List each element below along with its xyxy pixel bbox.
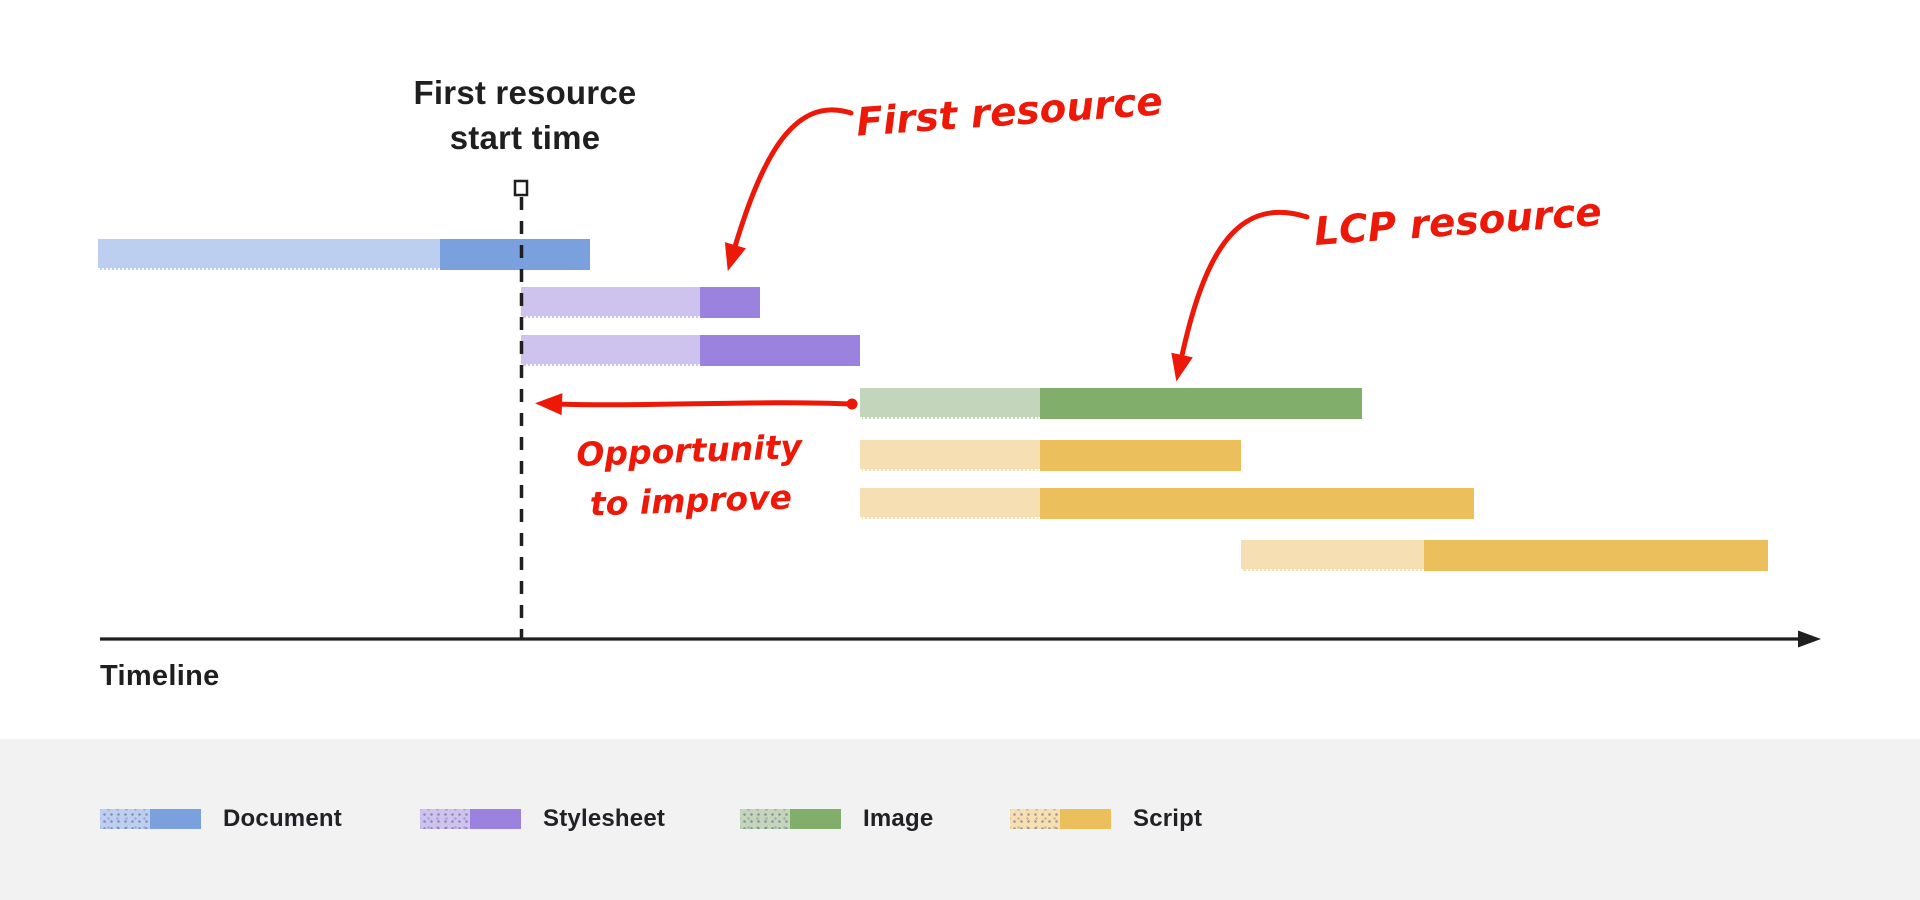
document-swatch-icon <box>100 809 201 829</box>
legend-item-stylesheet: Stylesheet <box>420 800 665 838</box>
image-swatch-dark <box>790 809 841 829</box>
title-line-2: start time <box>449 119 601 156</box>
script-swatch-light <box>1010 809 1060 829</box>
script-swatch-icon <box>1010 809 1111 829</box>
timeline-axis-label: Timeline <box>100 660 220 692</box>
legend-item-image: Image <box>740 800 933 838</box>
legend-item-document: Document <box>100 800 342 838</box>
bar-image-lcp <box>860 388 1362 419</box>
bar-stylesheet <box>521 287 760 318</box>
stylesheet-swatch-light <box>420 809 470 829</box>
opportunity-line-1: Opportunity <box>575 427 803 474</box>
bar-segment-wait <box>860 440 1040 471</box>
bar-segment-wait <box>98 239 440 270</box>
legend-label-script: Script <box>1133 805 1203 832</box>
bar-segment-wait <box>860 488 1040 519</box>
bar-script <box>860 488 1474 519</box>
script-swatch-dark <box>1060 809 1111 829</box>
bar-segment-download <box>700 335 860 366</box>
bar-segment-wait <box>521 287 700 318</box>
title-line-1: First resource <box>413 74 637 111</box>
legend-item-script: Script <box>1010 800 1202 838</box>
bar-segment-download <box>1040 488 1474 519</box>
opportunity-annotation: Opportunity to improve <box>556 421 823 530</box>
document-swatch-light <box>100 809 150 829</box>
bar-segment-download <box>1424 540 1768 571</box>
bar-segment-wait <box>860 388 1040 419</box>
legend-label-document: Document <box>223 805 342 832</box>
legend-label-stylesheet: Stylesheet <box>543 805 666 832</box>
bar-stylesheet <box>521 335 860 366</box>
opportunity-line-2: to improve <box>589 477 793 524</box>
bar-segment-download <box>440 239 590 270</box>
document-swatch-dark <box>150 809 201 829</box>
bar-segment-wait <box>1241 540 1424 571</box>
image-swatch-light <box>740 809 790 829</box>
bar-script <box>860 440 1241 471</box>
bar-segment-download <box>700 287 760 318</box>
legend-label-image: Image <box>863 805 934 832</box>
legend-band <box>0 739 1920 900</box>
bar-segment-wait <box>521 335 700 366</box>
bar-document <box>98 239 590 270</box>
bar-segment-download <box>1040 388 1362 419</box>
first-resource-start-time-label: First resource start time <box>330 70 720 160</box>
bar-script <box>1241 540 1768 571</box>
stylesheet-swatch-dark <box>470 809 521 829</box>
image-swatch-icon <box>740 809 841 829</box>
stylesheet-swatch-icon <box>420 809 521 829</box>
bar-segment-download <box>1040 440 1241 471</box>
